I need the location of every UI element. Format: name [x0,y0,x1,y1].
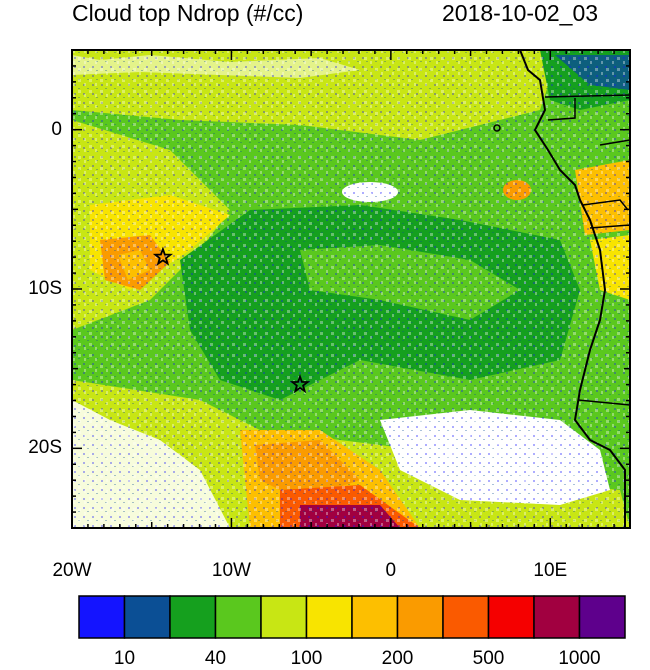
colorbar-label: 40 [204,648,227,669]
island-outline [493,124,501,132]
y-tick-label: 10S [28,278,62,299]
field-white-speckle [72,50,630,528]
country-border-1 [544,94,630,98]
colorbar [78,595,626,639]
cloud-field [72,50,630,528]
colorbar-swatch [396,595,444,639]
x-tick-label: 0 [385,560,397,581]
x-tick-label: 10E [533,560,568,581]
colorbar-swatch [78,595,126,639]
y-tick-label: 0 [51,118,62,140]
y-tick-label: 20S [28,437,62,459]
colorbar-label: 200 [381,648,414,669]
colorbar-label: 100 [290,648,323,669]
x-tick-label: 10W [211,560,251,581]
x-tick-label: 20W [52,560,92,581]
map-timestamp: 2018-10-02_03 [442,0,599,26]
colorbar-swatch [123,595,171,639]
star-marker-west [152,246,174,266]
star-marker-south [289,373,311,394]
map-title: Cloud top Ndrop (#/cc) [72,0,304,26]
colorbar-swatch [169,595,217,639]
colorbar-swatch [442,595,490,639]
colorbar-swatch [533,595,581,639]
african-coastline [519,50,626,528]
colorbar-label: 500 [472,648,505,669]
country-border-3 [582,199,629,211]
country-border-6 [599,139,630,146]
country-border-2 [547,98,576,121]
colorbar-label: 1000 [558,648,601,669]
colorbar-swatch [351,595,399,639]
markers [152,246,311,394]
axis-ticks [71,49,631,529]
colorbar-label: 10 [113,648,136,669]
colorbar-swatch [487,595,535,639]
colorbar-swatch [214,595,262,639]
colorbar-swatch [260,595,308,639]
country-border-4 [589,224,630,229]
colorbar-swatch [305,595,353,639]
colorbar-swatch [578,595,626,639]
country-border-5 [577,399,630,406]
